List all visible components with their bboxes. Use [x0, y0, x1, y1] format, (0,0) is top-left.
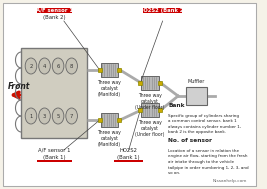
Bar — [143, 8, 182, 13]
Ellipse shape — [39, 58, 50, 74]
Bar — [114, 160, 143, 162]
Bar — [37, 160, 72, 162]
Bar — [98, 118, 102, 122]
Text: A/F sensor 1: A/F sensor 1 — [38, 147, 70, 153]
Bar — [141, 103, 159, 117]
Bar — [141, 76, 159, 90]
Text: Specific group of cylinders sharing
a common control sensor, bank 1
always conta: Specific group of cylinders sharing a co… — [168, 114, 241, 135]
Bar — [101, 63, 118, 77]
Ellipse shape — [52, 58, 64, 74]
Text: Location of a sensor in relation the
engine air flow, starting from the fresh
ai: Location of a sensor in relation the eng… — [168, 149, 249, 175]
Text: 2: 2 — [29, 64, 33, 69]
Text: Front: Front — [8, 82, 30, 91]
Text: 5: 5 — [56, 114, 60, 119]
Text: 4: 4 — [43, 64, 46, 69]
Bar — [21, 48, 87, 138]
Text: HO2S2 (Bank 2): HO2S2 (Bank 2) — [139, 8, 186, 13]
Text: (Bank 2): (Bank 2) — [43, 15, 65, 20]
Text: 7: 7 — [70, 114, 73, 119]
Bar — [101, 113, 118, 127]
Bar — [158, 108, 162, 112]
Text: A/F sensor 1: A/F sensor 1 — [36, 8, 73, 13]
Text: (Bank 1): (Bank 1) — [43, 154, 65, 160]
Text: No. of sensor: No. of sensor — [168, 138, 213, 143]
Text: Bank: Bank — [168, 103, 185, 108]
Ellipse shape — [66, 108, 77, 124]
Text: HO2S2: HO2S2 — [120, 147, 138, 153]
Text: (Bank 1): (Bank 1) — [117, 154, 140, 160]
Text: Muffler: Muffler — [188, 79, 205, 84]
Ellipse shape — [25, 108, 37, 124]
Text: Three way
catalyst
(Manifold): Three way catalyst (Manifold) — [97, 80, 121, 97]
Bar — [117, 68, 121, 72]
Text: Three way
catalyst
(Under floor): Three way catalyst (Under floor) — [135, 93, 165, 110]
Text: Three way
catalyst
(Manifold): Three way catalyst (Manifold) — [97, 130, 121, 147]
Bar — [138, 81, 142, 85]
Bar — [98, 68, 102, 72]
Text: 8: 8 — [70, 64, 73, 69]
Ellipse shape — [66, 58, 77, 74]
Text: 3: 3 — [43, 114, 46, 119]
Text: Nissanhelp.com: Nissanhelp.com — [213, 179, 247, 183]
Ellipse shape — [52, 108, 64, 124]
Bar — [37, 8, 72, 13]
Text: 1: 1 — [29, 114, 33, 119]
Bar — [158, 81, 162, 85]
Ellipse shape — [25, 58, 37, 74]
Bar — [186, 87, 207, 105]
Ellipse shape — [39, 108, 50, 124]
Text: 6: 6 — [56, 64, 60, 69]
Bar — [117, 118, 121, 122]
Bar — [138, 108, 142, 112]
Text: Three way
catalyst
(Under floor): Three way catalyst (Under floor) — [135, 120, 165, 137]
